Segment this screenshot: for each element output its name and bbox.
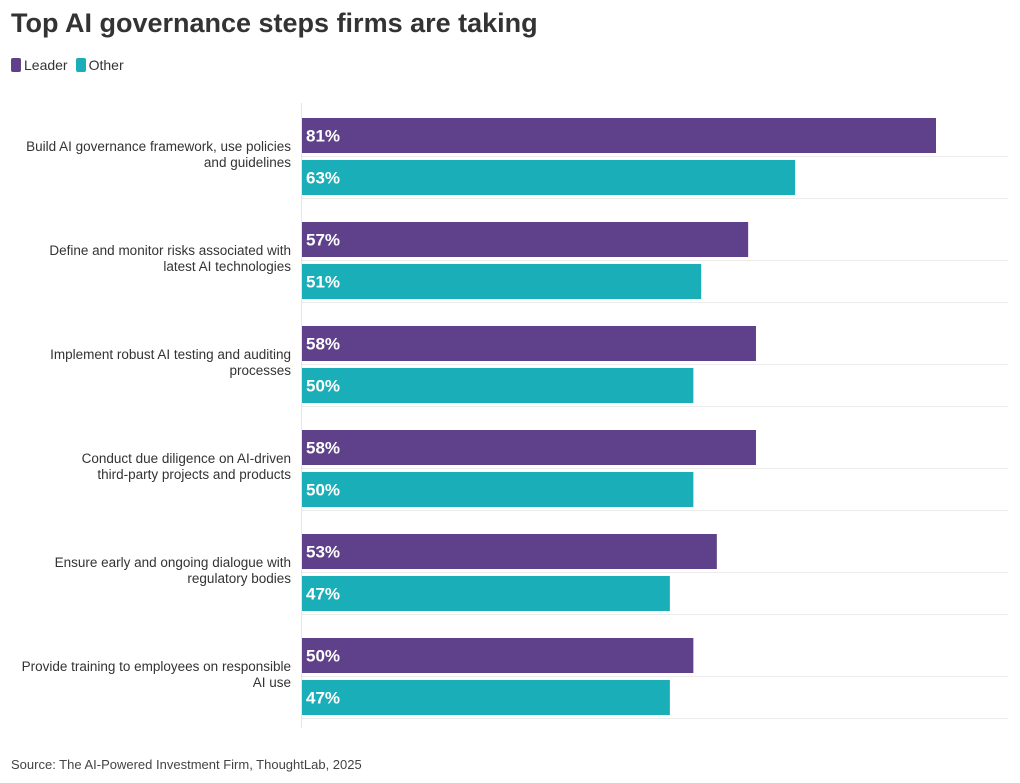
category-label-line: Implement robust AI testing and auditing: [50, 347, 291, 362]
category-label-line: latest AI technologies: [163, 259, 291, 274]
data-label-leader-1: 57%: [306, 231, 340, 250]
category-label-4: Ensure early and ongoing dialogue with re…: [1, 555, 291, 587]
bar-other-4: [302, 576, 670, 611]
bar-leader-1: [302, 222, 749, 257]
data-label-other-5: 47%: [306, 689, 340, 708]
category-label-line: Build AI governance framework, use polic…: [26, 139, 291, 154]
category-label-3: Conduct due diligence on AI-driven third-…: [1, 451, 291, 483]
bar-leader-2: [302, 326, 756, 361]
legend-swatch-leader: [11, 58, 21, 72]
legend-item-leader: Leader: [11, 57, 68, 73]
legend-item-other: Other: [75, 57, 124, 73]
source-note: Source: The AI-Powered Investment Firm, …: [11, 757, 362, 772]
data-label-leader-2: 58%: [306, 335, 340, 354]
bar-leader-5: [302, 638, 694, 673]
data-label-other-0: 63%: [306, 169, 340, 188]
bar-other-5: [302, 680, 670, 715]
data-label-leader-0: 81%: [306, 127, 340, 146]
category-label-line: third-party projects and products: [97, 467, 291, 482]
legend-swatch-other: [75, 58, 86, 72]
category-label-line: regulatory bodies: [187, 571, 291, 586]
category-label-5: Provide training to employees on respons…: [1, 659, 291, 691]
legend-label-leader: Leader: [24, 57, 68, 73]
chart-title: Top AI governance steps firms are taking: [11, 8, 538, 38]
category-label-line: and guidelines: [203, 155, 291, 170]
category-label-line: AI use: [252, 675, 291, 690]
category-label-0: Build AI governance framework, use polic…: [1, 139, 291, 171]
bar-other-1: [302, 264, 702, 299]
data-label-leader-3: 58%: [306, 439, 340, 458]
bar-leader-4: [302, 534, 717, 569]
data-label-other-4: 47%: [306, 585, 340, 604]
category-label-line: Conduct due diligence on AI-driven: [81, 451, 291, 466]
data-label-other-3: 50%: [306, 481, 340, 500]
category-label-line: Define and monitor risks associated with: [49, 243, 291, 258]
legend-label-other: Other: [88, 57, 124, 73]
data-label-leader-4: 53%: [306, 543, 340, 562]
category-label-2: Implement robust AI testing and auditing…: [1, 347, 291, 379]
bar-other-0: [302, 160, 796, 195]
category-label-1: Define and monitor risks associated with…: [1, 243, 291, 275]
bar-other-2: [302, 368, 694, 403]
data-label-other-2: 50%: [306, 377, 340, 396]
bar-leader-3: [302, 430, 756, 465]
category-label-line: Ensure early and ongoing dialogue with: [54, 555, 291, 570]
data-label-leader-5: 50%: [306, 647, 340, 666]
category-label-line: Provide training to employees on respons…: [21, 659, 291, 674]
bar-leader-0: [302, 118, 936, 153]
category-label-line: processes: [229, 363, 291, 378]
legend: Leader Other: [11, 57, 132, 73]
data-label-other-1: 51%: [306, 273, 340, 292]
bar-other-3: [302, 472, 694, 507]
